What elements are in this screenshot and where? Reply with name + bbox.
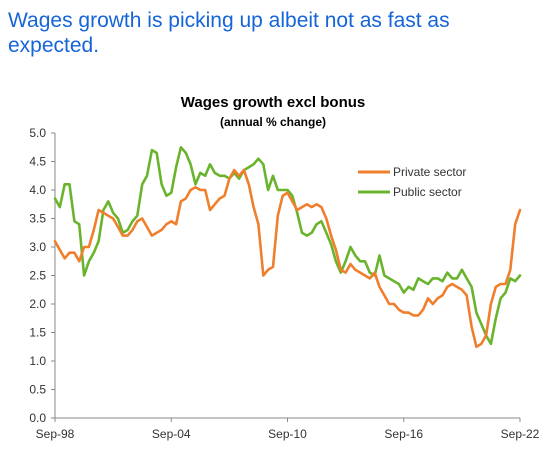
y-tick-label: 0.0 (29, 411, 46, 425)
chart-title: Wages growth excl bonus (181, 94, 365, 111)
axes: 0.0 0.5 1.0 1.5 2.0 2.5 3.0 3.5 4.0 4.5 5.0 Sep-98 S… (29, 126, 539, 441)
chart-subtitle: (annual % change) (220, 115, 326, 129)
y-tick-label: 2.0 (29, 297, 46, 311)
series-lines (53, 146, 522, 349)
headline: Wages growth is picking up albeit not as… (8, 9, 450, 57)
y-tick-label: 4.5 (29, 155, 46, 169)
series-line-private-sector (53, 168, 522, 349)
y-tick-label: 2.5 (29, 269, 46, 283)
y-tick-label: 3.5 (29, 212, 46, 226)
x-tick-label: Sep-16 (384, 427, 423, 441)
x-tick-label: Sep-10 (268, 427, 307, 441)
legend: Private sector Public sector (358, 165, 466, 199)
x-tick-label: Sep-22 (501, 427, 540, 441)
y-tick-label: 1.0 (29, 354, 46, 368)
y-tick-label: 1.5 (29, 326, 46, 340)
legend-label: Private sector (393, 165, 466, 179)
series-line-public-sector (53, 146, 522, 346)
legend-label: Public sector (393, 185, 462, 199)
y-tick-label: 3.0 (29, 240, 46, 254)
y-tick-label: 0.5 (29, 383, 46, 397)
y-tick-label: 4.0 (29, 183, 46, 197)
x-tick-label: Sep-04 (152, 427, 191, 441)
x-tick-label: Sep-98 (36, 427, 75, 441)
y-tick-label: 5.0 (29, 126, 46, 140)
